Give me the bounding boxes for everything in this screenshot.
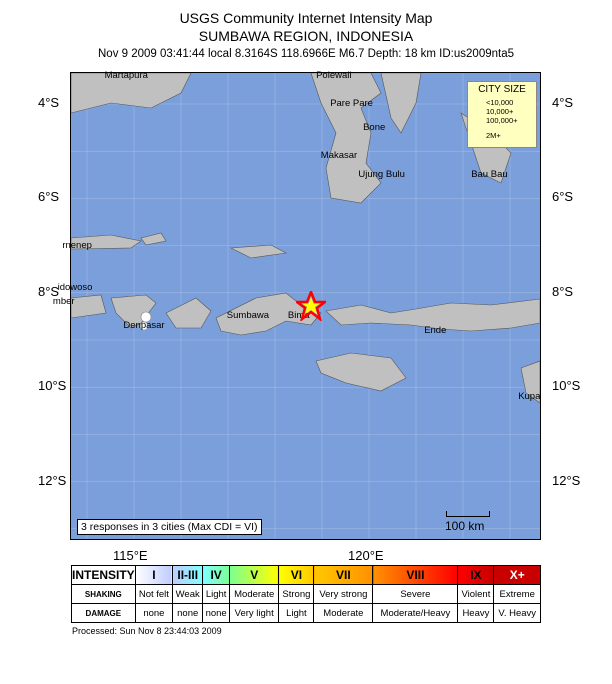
- damage-cell: Very light: [228, 603, 280, 623]
- intensity-cell: IV: [202, 565, 230, 585]
- intensity-scale-table: INTENSITY I II-III IV V VI VII VIII IX X+ SHAKING…: [71, 565, 541, 623]
- city-label: Sumbawa: [226, 310, 270, 322]
- city-label: Ujung Bulu: [358, 168, 405, 180]
- legend-item: 2M+: [486, 131, 501, 140]
- region-title: SUMBAWA REGION, INDONESIA: [198, 28, 414, 44]
- damage-cell: Heavy: [457, 603, 495, 623]
- intensity-cell: VI: [278, 565, 315, 585]
- latitude-label: 12°S: [552, 472, 581, 488]
- city-label: Bima: [287, 310, 310, 322]
- city-label: Martapura: [104, 69, 148, 81]
- shaking-cell: Violent: [457, 584, 495, 604]
- shaking-cell: Not felt: [134, 584, 174, 604]
- intensity-cell: IX: [457, 565, 495, 585]
- intensity-map: Martapura Polewali Pare Pare Bone Makasar Uju…: [39, 56, 558, 540]
- shaking-cell: Strong: [278, 584, 315, 604]
- city-label: Polewali: [316, 69, 352, 81]
- city-label: Bau Bau: [471, 168, 508, 180]
- intensity-cell: I: [134, 565, 174, 585]
- shaking-cell: Very strong: [313, 584, 374, 604]
- latitude-label: 10°S: [38, 378, 67, 394]
- city-label: mber: [52, 296, 75, 308]
- scale-label: 100 km: [445, 519, 485, 533]
- damage-cell: Moderate: [313, 603, 374, 623]
- intensity-cell: V: [228, 565, 280, 585]
- latitude-label: 4°S: [38, 95, 60, 110]
- legend-item: 100,000+: [486, 116, 518, 125]
- legend-item: 10,000+: [486, 107, 514, 116]
- row-label: INTENSITY: [71, 565, 136, 585]
- city-size-legend: CITY SIZE <10,000 10,000+ 100,000+ 2M+: [467, 81, 537, 148]
- legend-item: <10,000: [486, 98, 514, 107]
- damage-cell: none: [172, 603, 204, 623]
- latitude-label: 8°S: [552, 283, 574, 299]
- scale-bar: [446, 511, 490, 517]
- damage-cell: V. Heavy: [493, 603, 541, 623]
- damage-cell: Moderate/Heavy: [372, 603, 459, 623]
- row-label: SHAKING: [71, 584, 136, 604]
- map-title: USGS Community Internet Intensity Map: [179, 10, 433, 26]
- land: [70, 72, 541, 404]
- legend-title: CITY SIZE: [478, 84, 526, 95]
- latitude-label: 6°S: [38, 189, 60, 205]
- longitude-label: 115°E: [113, 548, 148, 563]
- city-label: Kupa: [518, 390, 541, 402]
- latitude-label: 12°S: [38, 472, 67, 488]
- processed-timestamp: Processed: Sun Nov 8 23:44:03 2009: [72, 626, 222, 636]
- city-label: Ende: [424, 324, 447, 336]
- event-details: Nov 9 2009 03:41:44 local 8.3164S 118.69…: [98, 48, 514, 60]
- city-label: rnenep: [62, 239, 92, 251]
- latitude-label: 6°S: [552, 189, 574, 205]
- latitude-label: 4°S: [552, 95, 574, 110]
- shaking-cell: Light: [202, 584, 230, 604]
- damage-cell: none: [134, 603, 174, 623]
- responses-box: 3 responses in 3 cities (Max CDI = VI): [77, 519, 262, 535]
- latitude-label: 10°S: [552, 378, 581, 394]
- city-label: Pare Pare: [330, 98, 373, 109]
- intensity-cell: X+: [493, 565, 541, 585]
- latitude-label: 8°S: [38, 283, 60, 299]
- city-label: Bone: [363, 121, 386, 133]
- intensity-cell: II-III: [172, 565, 204, 585]
- shaking-cell: Extreme: [493, 584, 541, 604]
- shaking-cell: Severe: [372, 584, 459, 604]
- damage-cell: none: [202, 603, 230, 623]
- longitude-label: 120°E: [348, 548, 384, 563]
- shaking-cell: Moderate: [228, 584, 280, 604]
- city-label: Denpasar: [123, 319, 165, 331]
- city-label: idowoso: [57, 282, 93, 294]
- shaking-cell: Weak: [172, 584, 204, 604]
- intensity-cell: VIII: [372, 565, 459, 585]
- epicenter-star-icon: [296, 291, 326, 321]
- damage-cell: Light: [278, 603, 315, 623]
- city-label: Makasar: [320, 149, 358, 161]
- intensity-cell: VII: [313, 565, 374, 585]
- row-label: DAMAGE: [71, 603, 136, 623]
